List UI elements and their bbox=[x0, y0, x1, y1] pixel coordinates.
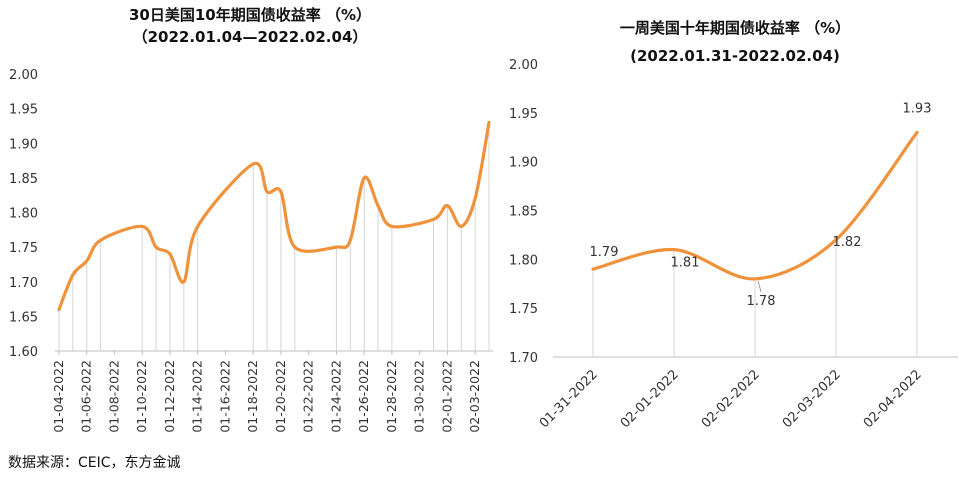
left-data-point bbox=[279, 190, 283, 194]
source-note: 数据来源：CEIC，东方金诚 bbox=[8, 455, 181, 471]
left-x-tick-label: 01-22-2022 bbox=[301, 360, 316, 433]
left-x-tick-label: 01-06-2022 bbox=[79, 360, 94, 433]
left-data-point bbox=[71, 273, 75, 277]
left-x-tick-label: 01-16-2022 bbox=[217, 360, 232, 433]
right-x-tick-label: 02-01-2022 bbox=[618, 367, 682, 431]
left-data-point bbox=[168, 252, 172, 256]
right-y-tick-label: 1.95 bbox=[509, 107, 538, 122]
left-data-point bbox=[348, 238, 352, 242]
left-x-tick-label: 01-30-2022 bbox=[412, 360, 427, 433]
left-chart-subtitle: （2022.01.04—2022.02.04） bbox=[132, 28, 368, 46]
right-chart-title: 一周美国十年期国债收益率 （%） bbox=[619, 19, 851, 37]
right-data-label: 1.81 bbox=[671, 256, 700, 271]
right-x-tick-label: 02-04-2022 bbox=[861, 367, 925, 431]
left-y-tick-label: 1.80 bbox=[9, 207, 38, 222]
right-x-tick-label: 02-02-2022 bbox=[699, 367, 763, 431]
right-y-tick-label: 2.00 bbox=[509, 58, 538, 73]
left-x-tick-label: 01-26-2022 bbox=[356, 360, 371, 433]
left-data-point bbox=[473, 197, 477, 201]
left-data-point bbox=[376, 204, 380, 208]
right-x-tick-label: 01-31-2022 bbox=[537, 367, 601, 431]
left-data-point bbox=[140, 224, 144, 228]
right-chart-title-block: 一周美国十年期国债收益率 （%） (2022.01.31-2022.02.04) bbox=[515, 14, 955, 70]
right-y-tick-label: 1.75 bbox=[509, 302, 538, 317]
right-data-label: 1.78 bbox=[747, 294, 776, 309]
left-y-tick-label: 2.00 bbox=[9, 68, 38, 83]
left-data-point bbox=[196, 224, 200, 228]
left-x-tick-label: 01-24-2022 bbox=[328, 360, 343, 433]
left-y-tick-label: 1.95 bbox=[9, 103, 38, 118]
left-y-tick-label: 1.60 bbox=[9, 345, 38, 360]
left-data-point bbox=[390, 224, 394, 228]
left-data-point bbox=[432, 217, 436, 221]
left-x-tick-label: 01-12-2022 bbox=[162, 360, 177, 433]
left-x-tick-label: 01-14-2022 bbox=[190, 360, 205, 433]
left-x-tick-label: 02-01-2022 bbox=[439, 360, 454, 433]
left-data-point bbox=[154, 245, 158, 249]
right-data-point bbox=[834, 238, 838, 242]
left-chart-title: 30日美国10年期国债收益率 （%） bbox=[128, 6, 371, 24]
right-data-point bbox=[915, 130, 919, 134]
left-data-point bbox=[362, 176, 366, 180]
left-x-tick-label: 01-10-2022 bbox=[134, 360, 149, 433]
left-y-tick-label: 1.70 bbox=[9, 276, 38, 291]
left-chart-title-block: 30日美国10年期国债收益率 （%） （2022.01.04—2022.02.0… bbox=[0, 4, 500, 48]
left-data-point bbox=[251, 162, 255, 166]
right-data-label-leader bbox=[757, 280, 762, 292]
right-y-tick-label: 1.80 bbox=[509, 253, 538, 268]
left-x-tick-label: 01-28-2022 bbox=[384, 360, 399, 433]
left-data-point bbox=[182, 280, 186, 284]
right-y-tick-label: 1.85 bbox=[509, 205, 538, 220]
left-data-point bbox=[265, 190, 269, 194]
left-y-tick-label: 1.65 bbox=[9, 310, 38, 325]
right-data-label: 1.79 bbox=[590, 245, 619, 260]
left-data-point bbox=[99, 238, 103, 242]
left-data-point bbox=[293, 245, 297, 249]
left-y-tick-label: 1.90 bbox=[9, 137, 38, 152]
left-y-tick-label: 1.75 bbox=[9, 241, 38, 256]
right-data-label: 1.93 bbox=[903, 101, 932, 116]
left-y-tick-label: 1.85 bbox=[9, 172, 38, 187]
left-x-tick-label: 02-03-2022 bbox=[467, 360, 482, 433]
right-y-tick-label: 1.70 bbox=[509, 351, 538, 366]
left-x-tick-label: 01-08-2022 bbox=[106, 360, 121, 433]
left-data-point bbox=[85, 259, 89, 263]
right-chart-subtitle: (2022.01.31-2022.02.04) bbox=[630, 47, 840, 65]
left-data-point bbox=[459, 224, 463, 228]
left-x-tick-label: 01-18-2022 bbox=[245, 360, 260, 433]
left-x-tick-label: 01-20-2022 bbox=[273, 360, 288, 433]
left-chart: 1.60 1.65 1.70 1.75 1.80 1.85 1.90 1.95 2.00 01-0… bbox=[9, 68, 493, 433]
left-data-point bbox=[57, 307, 61, 311]
right-y-tick-label: 1.90 bbox=[509, 156, 538, 171]
left-data-point bbox=[445, 204, 449, 208]
right-data-label: 1.82 bbox=[833, 235, 862, 250]
right-chart: 1.70 1.75 1.80 1.85 1.90 1.95 2.00 1.79 1.81 1.78… bbox=[509, 58, 958, 431]
right-data-point bbox=[753, 277, 757, 281]
right-data-point bbox=[672, 248, 676, 252]
right-series-line bbox=[591, 130, 919, 281]
left-x-tick-label: 01-04-2022 bbox=[51, 360, 66, 433]
left-data-point bbox=[334, 245, 338, 249]
right-x-tick-label: 02-03-2022 bbox=[780, 367, 844, 431]
left-series-line bbox=[57, 120, 491, 312]
left-data-point bbox=[487, 120, 491, 124]
right-data-point bbox=[591, 267, 595, 271]
